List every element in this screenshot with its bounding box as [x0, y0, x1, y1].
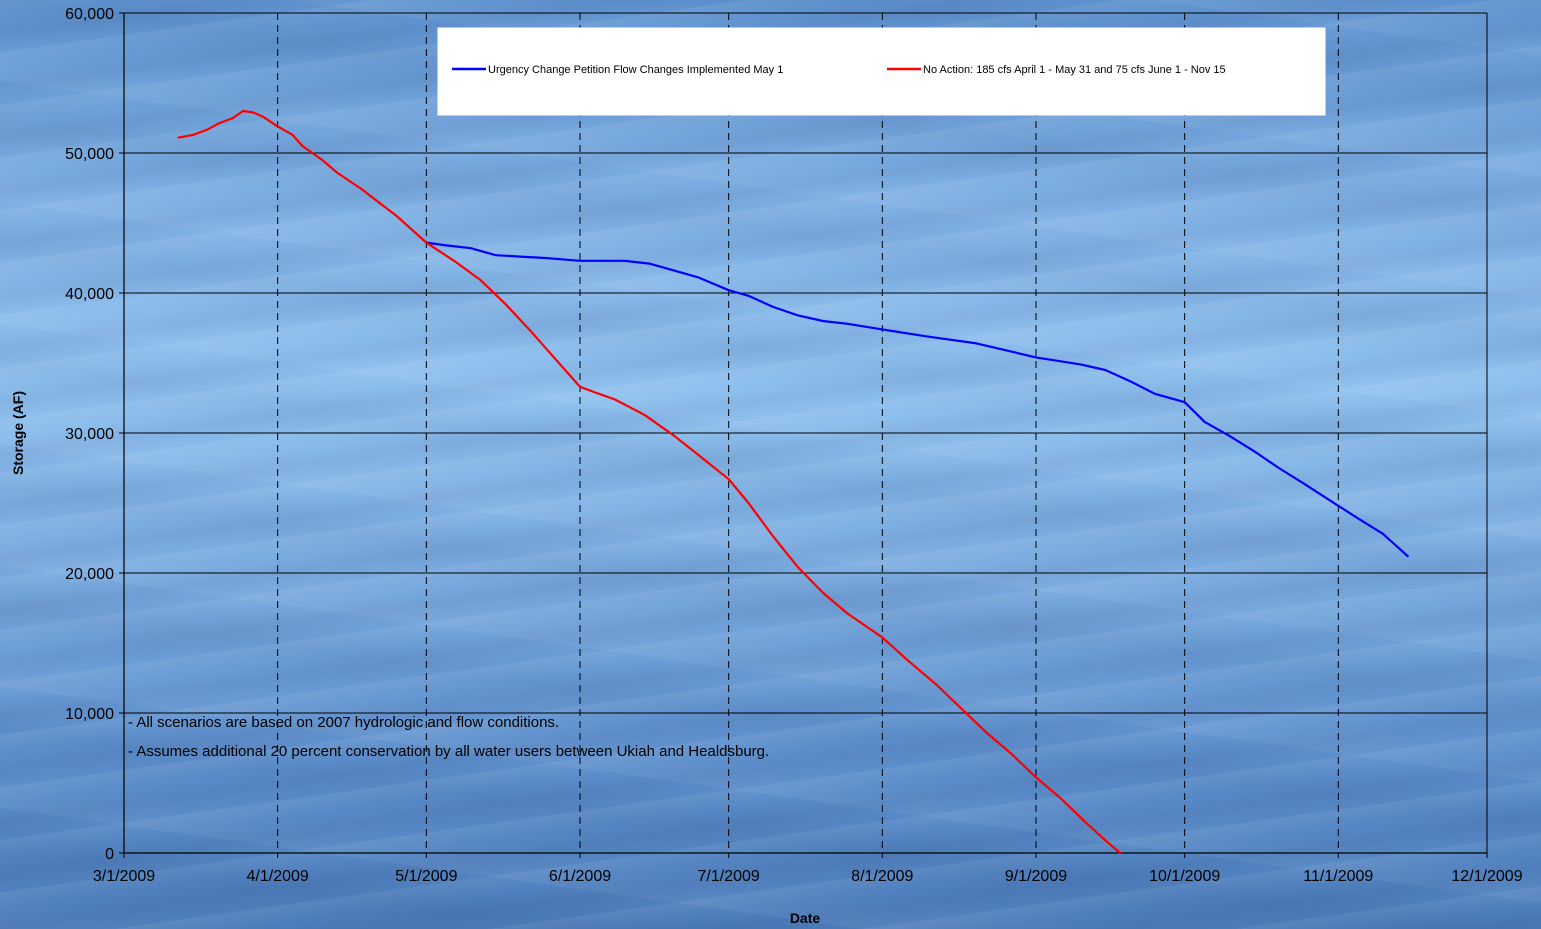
y-tick-label: 60,000 [65, 6, 114, 23]
series-line-no-action [177, 109, 1122, 855]
x-axis-ticks: 3/1/2009 4/1/2009 5/1/2009 6/1/2009 7/1/2009… [93, 853, 1523, 885]
x-tick-label: 10/1/2009 [1149, 868, 1220, 885]
note-line-2: - Assumes additional 20 percent conserva… [128, 743, 769, 760]
y-tick-label: 0 [105, 846, 114, 863]
x-tick-label: 3/1/2009 [93, 868, 155, 885]
legend-label-urgency: Urgency Change Petition Flow Changes Imp… [488, 64, 783, 76]
note-line-1: - All scenarios are based on 2007 hydrol… [128, 714, 559, 731]
y-tick-label: 10,000 [65, 706, 114, 723]
x-tick-label: 12/1/2009 [1451, 868, 1522, 885]
x-tick-label: 5/1/2009 [395, 868, 457, 885]
series-lines [177, 109, 1409, 855]
legend-label-no-action: No Action: 185 cfs April 1 - May 31 and … [923, 64, 1226, 76]
series-line-urgency [425, 241, 1409, 558]
y-tick-label: 50,000 [65, 146, 114, 163]
y-tick-label: 40,000 [65, 286, 114, 303]
x-tick-label: 11/1/2009 [1303, 868, 1373, 885]
x-tick-label: 8/1/2009 [851, 868, 913, 885]
y-axis-ticks: 0 10,000 20,000 30,000 40,000 50,000 60,000 [65, 6, 124, 863]
x-tick-label: 6/1/2009 [549, 868, 611, 885]
legend-box [437, 27, 1326, 116]
legend: Urgency Change Petition Flow Changes Imp… [437, 27, 1326, 116]
grid-lines [124, 12, 1487, 853]
x-tick-label: 7/1/2009 [698, 868, 760, 885]
x-tick-label: 4/1/2009 [247, 868, 309, 885]
y-axis-title: Storage (AF) [10, 391, 26, 475]
x-tick-label: 9/1/2009 [1005, 868, 1067, 885]
notes: - All scenarios are based on 2007 hydrol… [128, 714, 769, 760]
y-tick-label: 30,000 [65, 426, 114, 443]
y-tick-label: 20,000 [65, 566, 114, 583]
x-axis-title: Date [790, 910, 821, 926]
